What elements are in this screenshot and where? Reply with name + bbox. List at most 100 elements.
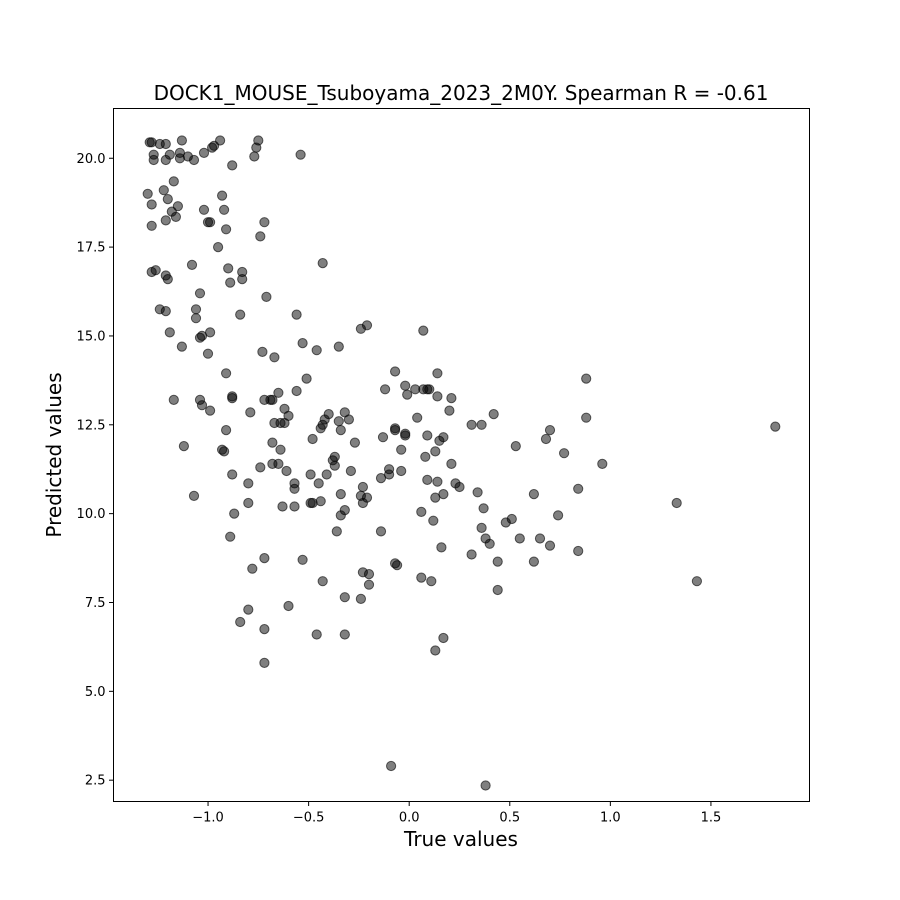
data-point bbox=[488, 409, 499, 420]
data-point bbox=[221, 425, 232, 436]
data-point bbox=[305, 469, 316, 480]
data-point bbox=[339, 592, 350, 603]
data-point bbox=[205, 217, 216, 228]
data-point bbox=[691, 576, 703, 587]
data-point bbox=[422, 430, 433, 441]
data-point bbox=[384, 464, 395, 475]
data-point bbox=[164, 327, 175, 338]
y-tick-label: 7.5 bbox=[85, 596, 106, 611]
data-point bbox=[283, 600, 294, 612]
data-point bbox=[361, 492, 373, 503]
data-point bbox=[273, 387, 284, 398]
data-point bbox=[506, 513, 517, 525]
data-point bbox=[573, 545, 584, 557]
data-point bbox=[438, 632, 449, 644]
data-point bbox=[315, 423, 326, 434]
data-point bbox=[671, 497, 682, 509]
data-point bbox=[430, 446, 441, 457]
data-point bbox=[291, 309, 302, 320]
data-point bbox=[275, 444, 286, 455]
data-point bbox=[142, 188, 153, 199]
data-point bbox=[534, 533, 546, 544]
data-point bbox=[146, 220, 157, 231]
data-point bbox=[412, 412, 423, 423]
data-point bbox=[160, 138, 171, 150]
y-tick-label: 20.0 bbox=[77, 152, 106, 167]
data-point bbox=[198, 147, 210, 158]
data-point bbox=[331, 526, 342, 537]
data-point bbox=[466, 419, 477, 430]
data-point bbox=[333, 416, 344, 427]
data-point bbox=[553, 510, 564, 521]
data-point bbox=[188, 490, 200, 501]
y-tick-label: 17.5 bbox=[77, 241, 106, 256]
data-point bbox=[219, 446, 230, 457]
data-point bbox=[345, 465, 356, 477]
data-point bbox=[349, 437, 360, 448]
data-point bbox=[255, 231, 266, 242]
data-point bbox=[291, 385, 302, 397]
x-axis-label: True values bbox=[403, 827, 518, 851]
y-axis-label: Predicted values bbox=[42, 372, 66, 537]
data-point bbox=[430, 645, 441, 656]
y-tick-label: 5.0 bbox=[85, 685, 106, 700]
data-point bbox=[249, 151, 260, 162]
data-point bbox=[205, 405, 216, 416]
data-point bbox=[217, 190, 228, 201]
data-point bbox=[289, 501, 300, 512]
data-point bbox=[432, 391, 443, 402]
data-point bbox=[202, 348, 214, 359]
data-point bbox=[259, 217, 270, 228]
x-tick-label: −1.0 bbox=[192, 811, 224, 826]
data-point bbox=[313, 478, 324, 489]
data-point bbox=[267, 394, 278, 405]
data-point bbox=[355, 593, 366, 605]
data-point bbox=[438, 489, 449, 500]
data-point bbox=[190, 313, 202, 324]
data-point bbox=[176, 135, 187, 146]
data-point bbox=[253, 135, 264, 146]
data-point bbox=[225, 277, 236, 288]
data-point bbox=[311, 629, 322, 640]
data-point bbox=[540, 433, 552, 445]
data-point bbox=[581, 412, 592, 423]
data-point bbox=[146, 137, 157, 148]
data-point bbox=[377, 432, 389, 443]
data-point bbox=[148, 154, 159, 166]
data-point bbox=[559, 448, 570, 459]
data-point bbox=[396, 444, 407, 455]
data-point bbox=[237, 274, 248, 285]
data-point bbox=[335, 425, 346, 436]
x-tick-label: 0.0 bbox=[399, 811, 420, 826]
data-point bbox=[273, 458, 284, 469]
data-point bbox=[396, 465, 407, 477]
data-point bbox=[297, 554, 308, 565]
data-point bbox=[160, 215, 171, 226]
data-point bbox=[478, 503, 489, 514]
data-point bbox=[178, 441, 189, 452]
data-point bbox=[528, 556, 540, 567]
data-point bbox=[277, 501, 288, 512]
data-point bbox=[188, 154, 200, 166]
data-point bbox=[205, 327, 216, 338]
x-tick-label: 1.5 bbox=[701, 811, 722, 826]
data-point bbox=[243, 604, 254, 615]
data-point bbox=[392, 560, 403, 571]
data-point bbox=[544, 425, 556, 436]
data-point bbox=[416, 572, 427, 583]
y-tick-label: 12.5 bbox=[77, 418, 106, 433]
data-point bbox=[422, 474, 433, 485]
y-tick-label: 15.0 bbox=[77, 329, 106, 344]
data-point bbox=[225, 531, 236, 542]
data-point bbox=[261, 291, 272, 302]
x-tick-label: −0.5 bbox=[293, 811, 325, 826]
data-point bbox=[281, 465, 292, 477]
data-point bbox=[363, 579, 375, 590]
data-point bbox=[196, 400, 208, 411]
data-point bbox=[227, 393, 238, 404]
data-point bbox=[215, 135, 226, 146]
data-point bbox=[235, 309, 246, 320]
data-point bbox=[432, 476, 443, 487]
y-axis: 2.5 5.0 7.5 10.0 12.5 15.0 17.5 20.0 bbox=[77, 152, 114, 789]
data-point bbox=[146, 199, 157, 210]
